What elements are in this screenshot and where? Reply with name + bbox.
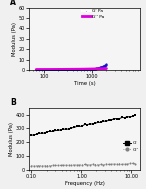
Y-axis label: Modulus (Pa): Modulus (Pa)	[9, 122, 14, 156]
X-axis label: Frequency (Hz): Frequency (Hz)	[65, 181, 105, 186]
X-axis label: Time (s): Time (s)	[74, 81, 95, 86]
Text: B: B	[10, 98, 16, 107]
Legend: G', G'': G', G''	[122, 141, 139, 152]
Text: A: A	[10, 0, 16, 7]
Legend: G' Pa, G'' Pa: G' Pa, G'' Pa	[81, 9, 105, 19]
Y-axis label: Modulus (Pa): Modulus (Pa)	[12, 22, 17, 56]
